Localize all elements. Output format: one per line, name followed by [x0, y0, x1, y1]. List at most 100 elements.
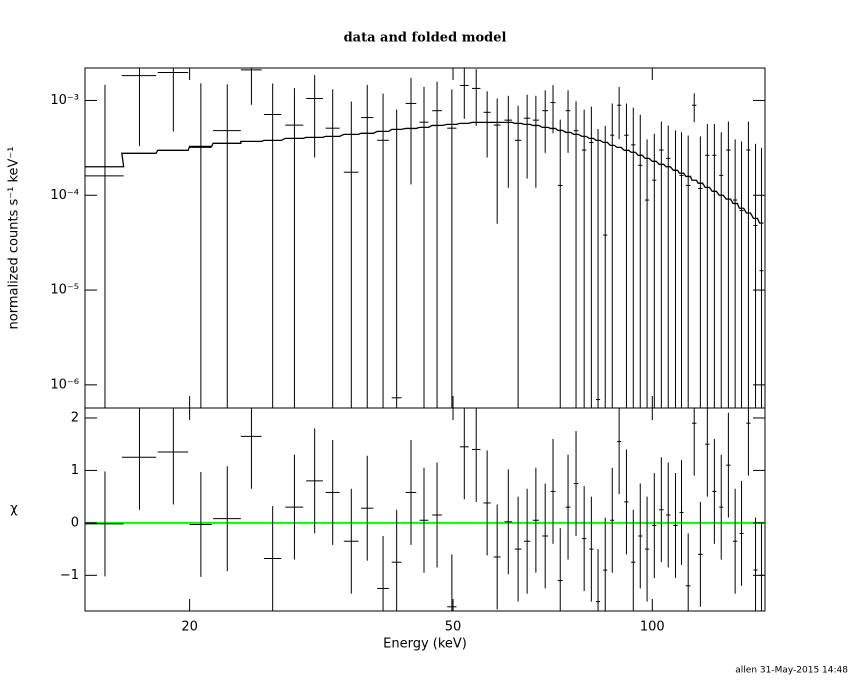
data-point — [377, 93, 389, 408]
data-point — [719, 132, 724, 408]
data-point — [285, 88, 304, 408]
data-point — [705, 408, 710, 497]
data-point — [493, 504, 501, 610]
data-point — [459, 408, 469, 500]
data-point — [514, 496, 522, 602]
bottom-plot — [85, 408, 765, 611]
data-point — [691, 408, 697, 476]
data-point — [589, 496, 594, 602]
top-plot — [85, 68, 764, 408]
y-tick-label: 2 — [71, 410, 79, 425]
data-point — [603, 125, 608, 408]
data-point — [673, 473, 678, 578]
data-point — [121, 68, 157, 147]
data-point — [405, 439, 417, 545]
data-point — [542, 483, 549, 589]
data-point — [391, 509, 402, 611]
data-point — [550, 438, 556, 544]
data-point — [638, 114, 643, 408]
data-point — [263, 506, 282, 611]
data-point — [189, 471, 212, 577]
data-point — [471, 69, 481, 126]
data-point — [157, 68, 189, 132]
data-point — [759, 147, 764, 408]
data-point — [732, 139, 738, 408]
data-point — [285, 454, 304, 560]
data-point — [679, 132, 684, 408]
data-point — [624, 103, 629, 408]
data-point — [213, 84, 241, 408]
data-point — [432, 81, 442, 408]
data-point — [753, 143, 758, 408]
data-point — [719, 454, 724, 560]
data-point — [360, 455, 374, 561]
data-point — [493, 98, 501, 224]
data-point — [673, 130, 678, 408]
data-point — [504, 469, 513, 575]
data-point — [157, 408, 189, 505]
data-point — [514, 105, 522, 408]
data-point — [532, 95, 539, 188]
data-point — [483, 91, 491, 158]
data-point — [391, 109, 402, 408]
data-point — [726, 121, 731, 408]
data-point — [691, 93, 697, 123]
data-point — [240, 408, 262, 489]
data-point — [739, 480, 744, 586]
data-point — [666, 125, 671, 408]
data-point — [631, 107, 636, 408]
data-point — [523, 94, 531, 179]
model-line — [85, 121, 764, 224]
data-point — [360, 84, 374, 408]
y-tick-label: 1 — [71, 463, 79, 478]
data-point — [712, 124, 717, 408]
x-tick-label: 50 — [445, 620, 462, 635]
data-point — [659, 457, 664, 563]
data-point — [652, 133, 657, 408]
data-point — [610, 467, 615, 573]
data-point — [645, 496, 650, 602]
data-point — [746, 408, 751, 476]
y-tick-label: −1 — [60, 568, 79, 583]
footer: allen 31-May-2015 14:48 — [735, 666, 848, 676]
data-point — [624, 449, 629, 555]
data-point — [471, 408, 481, 502]
data-point — [610, 103, 615, 408]
data-point — [557, 119, 563, 408]
data-point — [121, 408, 157, 510]
y-axis-label: normalized counts s⁻¹ keV⁻¹ — [7, 147, 22, 330]
data-point — [565, 90, 571, 153]
data-point — [573, 101, 579, 408]
data-point — [595, 549, 601, 611]
data-point — [652, 473, 657, 578]
top-frame — [84, 67, 766, 409]
data-point — [447, 554, 457, 611]
data-point — [698, 136, 703, 408]
data-point — [377, 535, 389, 611]
data-point — [726, 412, 731, 518]
data-point — [85, 84, 124, 408]
data-point — [213, 466, 241, 572]
data-point — [712, 438, 717, 544]
data-point — [617, 408, 622, 495]
y-tick-label: 10⁻⁴ — [50, 188, 79, 203]
data-point — [419, 467, 429, 573]
data-point — [698, 501, 703, 607]
data-point — [603, 517, 608, 611]
data-point — [263, 83, 282, 408]
data-point — [638, 483, 643, 589]
data-point — [432, 462, 442, 568]
data-point — [589, 106, 594, 408]
y-tick-label: 0 — [71, 515, 79, 530]
data-point — [240, 68, 262, 105]
x-axis-label: Energy (keV) — [383, 637, 467, 652]
data-point — [659, 121, 664, 408]
data-point — [542, 90, 549, 153]
data-point — [325, 89, 340, 408]
data-point — [685, 135, 691, 408]
data-point — [565, 454, 571, 560]
data-point — [617, 86, 622, 140]
y-tick-label: 10⁻³ — [50, 93, 79, 108]
data-point — [753, 517, 758, 611]
